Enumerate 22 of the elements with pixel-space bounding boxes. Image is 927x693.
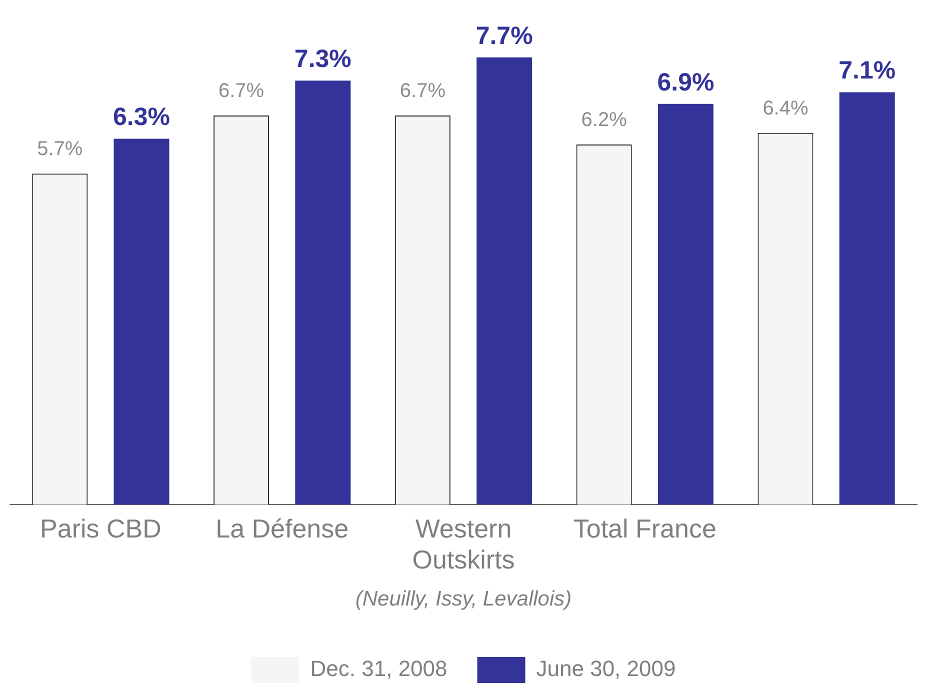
x-tick-label: Paris CBD	[40, 513, 162, 544]
data-label: 6.7%	[218, 80, 264, 102]
bar	[476, 57, 532, 505]
bar	[658, 104, 714, 505]
legend-label: Dec. 31, 2008	[310, 656, 448, 682]
text: (Neuilly, Issy, Levallois)	[355, 587, 572, 610]
legend-label: June 30, 2009	[536, 656, 676, 682]
data-label: 7.3%	[294, 45, 352, 74]
data-label: 6.9%	[657, 68, 714, 96]
x-tick-label: Total France	[573, 513, 716, 544]
data-label: 6.7%	[400, 80, 446, 102]
data-label: 5.7%	[37, 138, 83, 160]
data-label: 7.7%	[476, 22, 533, 50]
x-tick-label: Western Outskirts	[412, 513, 515, 575]
x-tick-label: La Défense	[216, 513, 349, 544]
bar	[839, 92, 895, 505]
data-label: 6.3%	[113, 103, 170, 132]
bar	[295, 80, 351, 505]
bar	[114, 138, 170, 505]
data-label: 6.2%	[581, 109, 628, 132]
data-label: 7.1%	[838, 56, 896, 85]
data-label: 6.4%	[762, 97, 808, 120]
